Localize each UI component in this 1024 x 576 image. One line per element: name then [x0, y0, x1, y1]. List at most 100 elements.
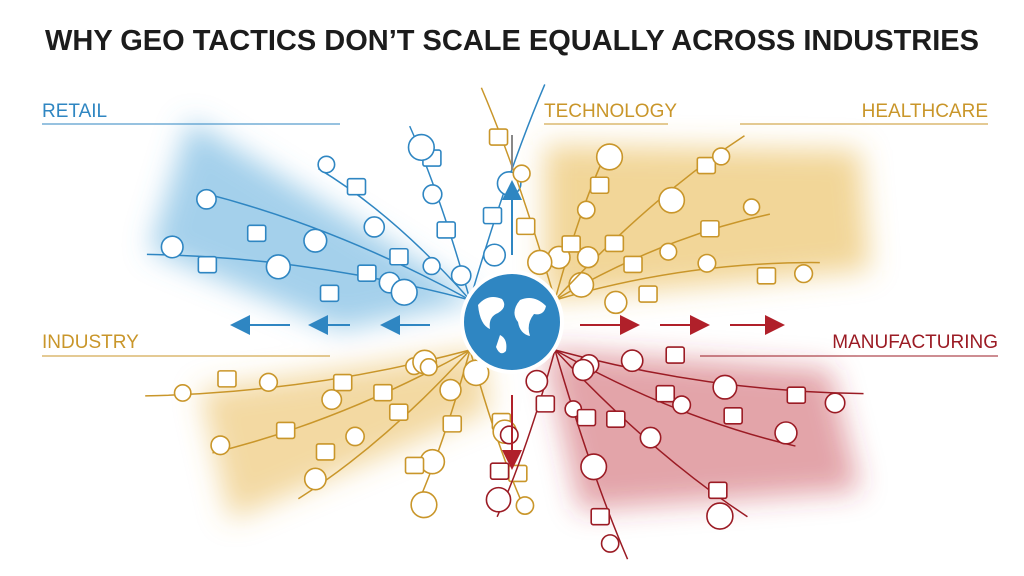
icon [580, 453, 608, 481]
icon [576, 200, 596, 220]
icon [388, 403, 409, 422]
icon [488, 128, 509, 146]
icon [422, 184, 443, 205]
icon [246, 224, 267, 243]
icon [363, 216, 386, 238]
icon [535, 395, 556, 413]
icon [436, 221, 457, 239]
icon [697, 253, 717, 273]
icon [217, 370, 237, 388]
icon [321, 389, 343, 411]
icon [571, 358, 595, 382]
icon [623, 255, 643, 274]
icon [515, 496, 535, 515]
icon [590, 507, 611, 526]
icon [576, 408, 597, 427]
icon [706, 502, 734, 530]
icon [439, 378, 462, 402]
sector-label: INDUSTRY [42, 332, 139, 353]
icon [639, 426, 662, 449]
icon [319, 284, 340, 303]
icon [315, 443, 336, 461]
icon [482, 206, 503, 225]
arrows [230, 135, 785, 470]
icon [419, 358, 438, 377]
icon [197, 255, 218, 274]
sector-label: RETAIL [42, 101, 107, 122]
icon [824, 392, 846, 414]
icon [655, 384, 676, 403]
icon [712, 374, 738, 400]
icon [793, 264, 814, 284]
icon [345, 426, 365, 447]
icon-network [145, 84, 864, 560]
icon [700, 219, 720, 238]
icon [275, 421, 296, 440]
sector-label: MANUFACTURING [832, 332, 998, 353]
icon [742, 198, 761, 216]
icon [404, 456, 425, 475]
icon [605, 410, 626, 428]
icon [210, 435, 231, 456]
icon [258, 372, 279, 392]
icon [482, 243, 507, 267]
icon [723, 406, 743, 425]
icon [711, 147, 731, 166]
icon [659, 242, 678, 261]
continents [478, 297, 546, 354]
branch [146, 253, 471, 301]
icon [665, 346, 686, 364]
icon [525, 369, 549, 393]
branch [317, 167, 471, 301]
icon [332, 373, 353, 392]
icon [442, 415, 463, 433]
icon [485, 486, 512, 513]
icon [786, 386, 807, 405]
icon [346, 177, 367, 196]
icon [774, 421, 798, 445]
icon [515, 217, 536, 236]
icon [373, 383, 393, 402]
icon [696, 156, 717, 175]
icon [265, 254, 292, 280]
icon [512, 164, 531, 183]
icon [658, 186, 686, 214]
icon [160, 235, 184, 259]
icon [489, 462, 510, 480]
icon [303, 467, 327, 491]
icon [303, 228, 328, 253]
icon [600, 534, 620, 553]
icon [568, 271, 595, 298]
sector-label: HEALTHCARE [862, 101, 988, 122]
icon [390, 278, 418, 306]
icon [357, 264, 377, 282]
icon [638, 285, 658, 303]
icon [407, 133, 435, 162]
icon [410, 491, 438, 519]
title: WHY GEO TACTICS DON’T SCALE EQUALLY ACRO… [45, 25, 979, 57]
icon [462, 359, 490, 387]
icon [450, 265, 472, 286]
icon [595, 143, 624, 171]
icon [499, 425, 519, 445]
icon [422, 256, 441, 276]
icon [196, 188, 217, 210]
icon [576, 245, 600, 269]
globe [460, 270, 564, 374]
icon [561, 235, 581, 253]
branch [200, 191, 471, 301]
icon [672, 395, 692, 415]
icon [604, 234, 625, 253]
icon [708, 481, 728, 500]
icon [527, 249, 553, 276]
icon [589, 176, 610, 195]
industry-fan [200, 350, 490, 520]
sector-label: TECHNOLOGY [544, 101, 677, 122]
icon [756, 266, 777, 285]
globe-disc [460, 270, 564, 374]
icon [389, 247, 409, 266]
icon [173, 383, 192, 402]
icon [604, 290, 628, 315]
